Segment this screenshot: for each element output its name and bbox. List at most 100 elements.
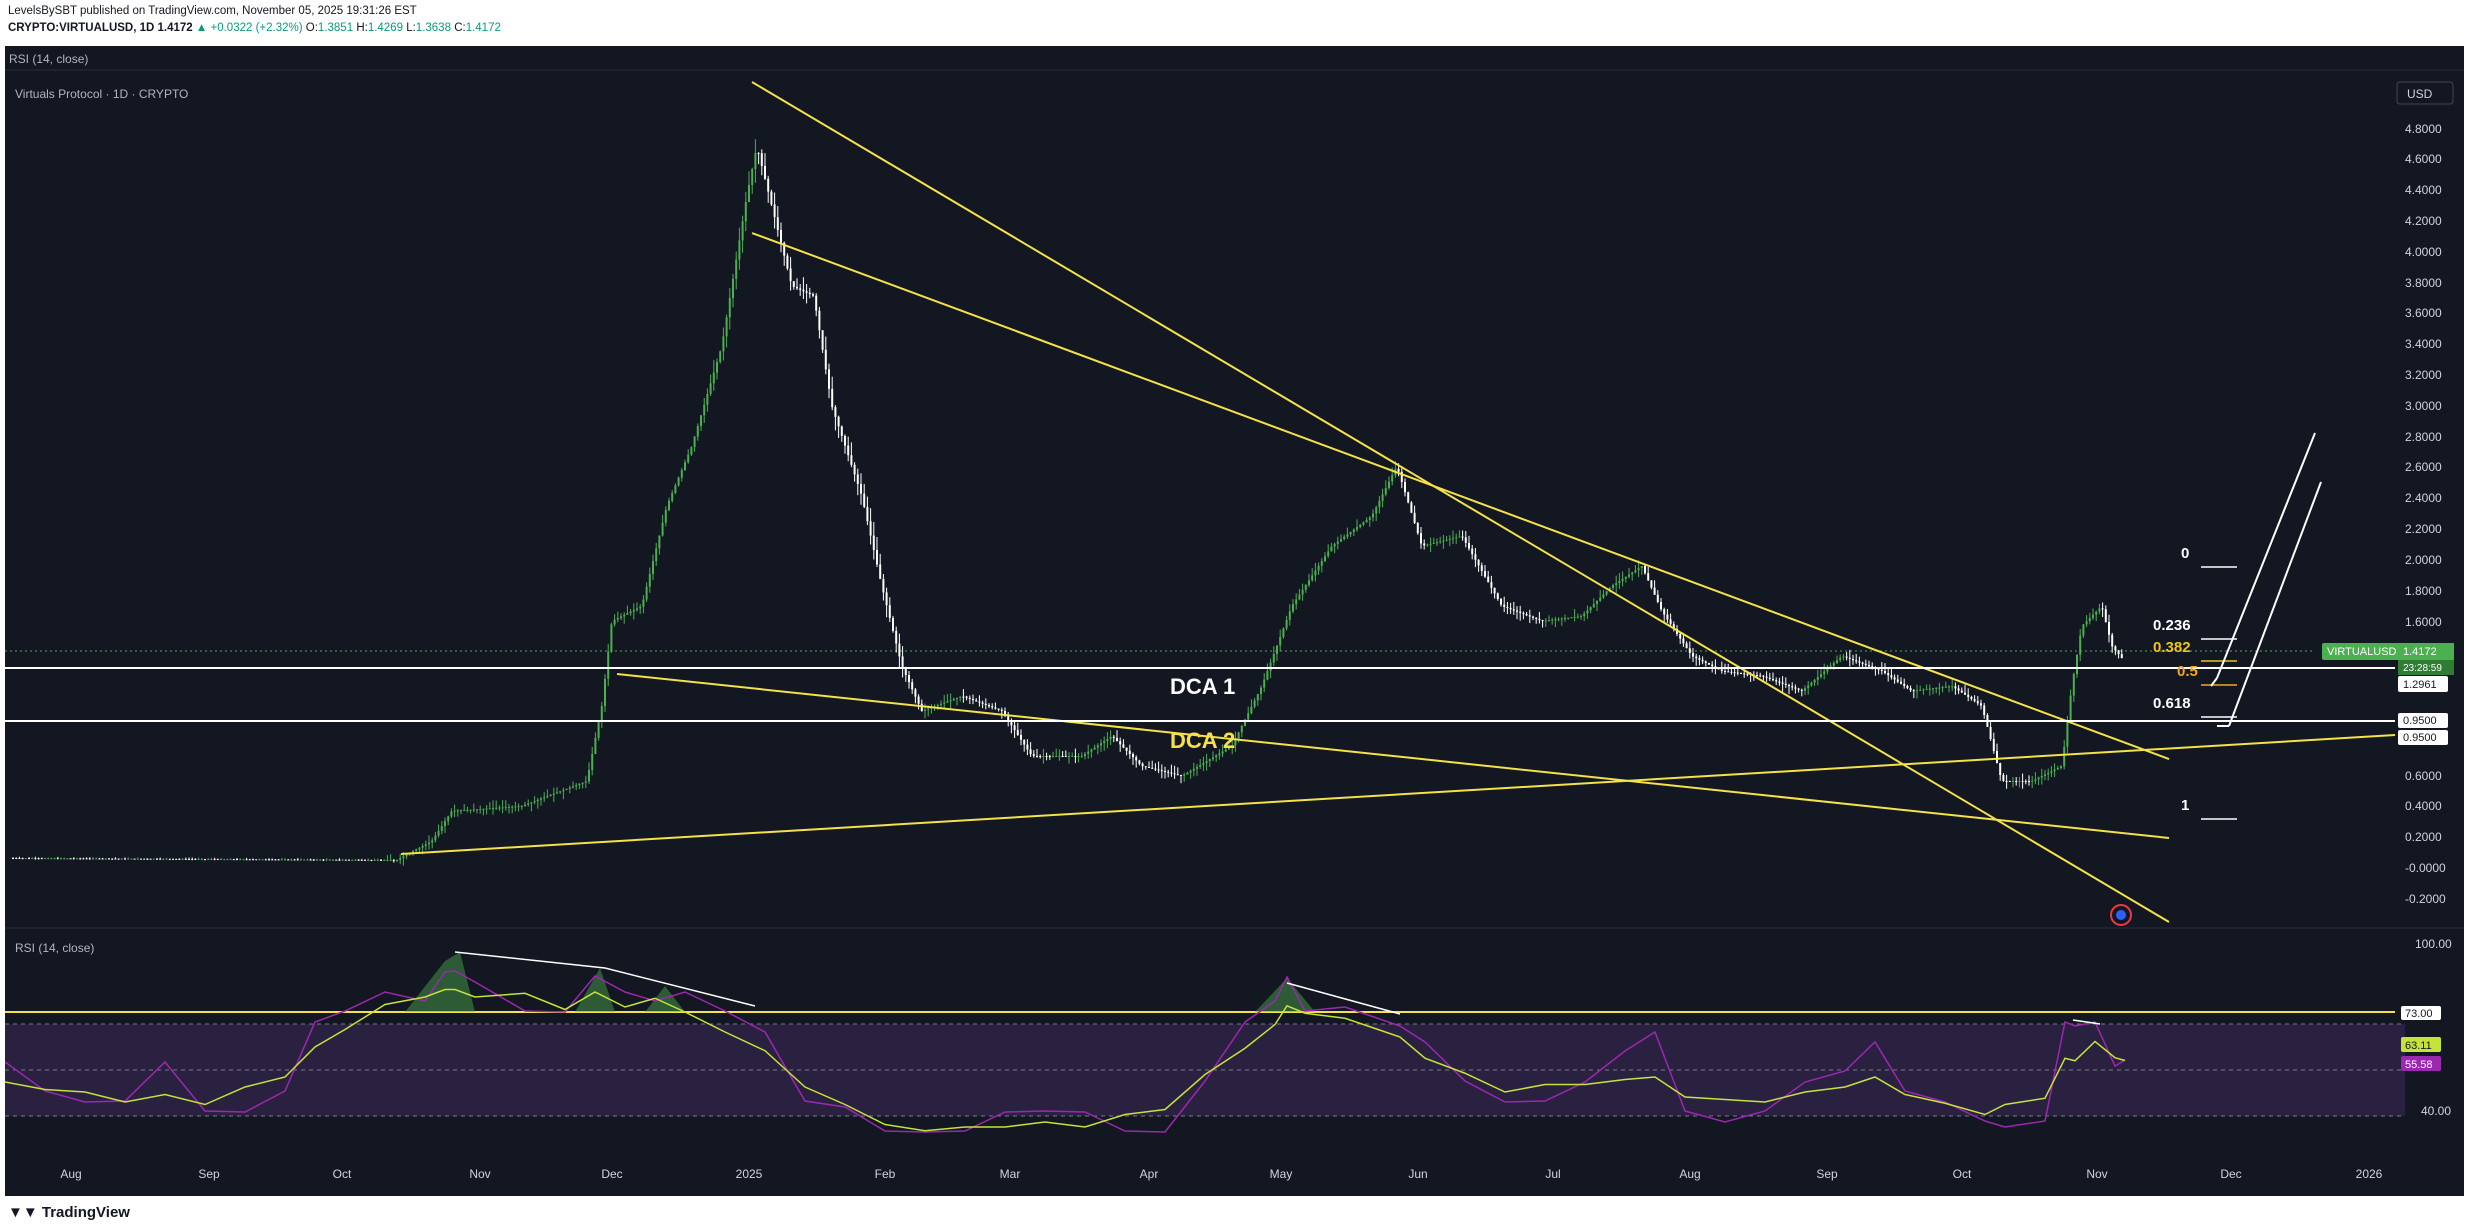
candle-body <box>271 859 274 861</box>
candle-body <box>520 806 523 807</box>
candle-body <box>1660 602 1662 610</box>
candle-body <box>111 858 114 860</box>
candle-body <box>943 702 946 704</box>
candle-body <box>2002 775 2005 781</box>
candle-body <box>117 858 120 860</box>
candle-body <box>172 858 174 860</box>
candle-body <box>415 849 418 852</box>
rsi-divergence-lines <box>454 951 2101 1025</box>
candle-body <box>1144 766 1147 768</box>
candle-body <box>1570 617 1573 619</box>
candle-body <box>335 859 338 861</box>
candle-body <box>642 599 645 607</box>
candle-body <box>1160 770 1163 772</box>
candle-body <box>524 804 526 806</box>
candle-body <box>434 835 437 841</box>
candle-body <box>24 858 27 860</box>
candle-body <box>1448 539 1451 540</box>
candle-body <box>1381 494 1384 501</box>
candle-body <box>1061 756 1064 757</box>
candle-body <box>1080 756 1083 757</box>
candle-body <box>1330 546 1333 552</box>
price-axis-tick: 0.4000 <box>2405 799 2442 813</box>
candle-body <box>322 859 325 861</box>
candle-body <box>1887 673 1890 676</box>
candle-body <box>1247 713 1250 720</box>
candle-body <box>565 788 568 790</box>
candle-body <box>1615 583 1618 586</box>
candle-body <box>319 859 322 861</box>
symbol-tag: VIRTUALUSD <box>2327 646 2397 658</box>
candle-body <box>792 281 795 287</box>
candle-body <box>1624 576 1627 579</box>
candle-body <box>1573 616 1576 618</box>
candle-body <box>1983 705 1986 715</box>
dca2-price-box-a <box>2398 713 2448 728</box>
candle-body <box>136 858 139 860</box>
candle-body <box>376 859 379 861</box>
candle-body <box>1586 610 1589 614</box>
candle-body <box>1964 692 1966 695</box>
candle-body <box>757 153 760 154</box>
candle-body <box>786 255 789 269</box>
candle-body <box>1378 500 1381 508</box>
price-axis-tick: 0.6000 <box>2405 769 2442 783</box>
candle-body <box>1368 517 1371 520</box>
candle-body <box>12 858 14 860</box>
candle-body <box>1253 700 1256 707</box>
candle-body <box>402 856 405 859</box>
candle-body <box>255 859 258 861</box>
candle-body <box>1532 616 1534 618</box>
candle-body <box>309 859 312 861</box>
candle-body <box>1708 663 1710 665</box>
candle-body <box>1653 587 1656 595</box>
candle-body <box>2008 781 2011 782</box>
candle-body <box>1212 757 1214 760</box>
candle-body <box>1976 701 1979 704</box>
candle-body <box>312 859 315 861</box>
fib-level-label: 0.382 <box>2153 639 2191 656</box>
price-axis-tick: 3.6000 <box>2405 306 2442 320</box>
candle-body <box>1218 753 1221 756</box>
candle-body <box>2085 621 2088 625</box>
candle-body <box>1410 502 1413 513</box>
candle-body <box>2060 766 2062 768</box>
candle-body <box>1215 755 1218 758</box>
price-chart[interactable]: RSI (14, close) Virtuals Protocol · 1D ·… <box>4 46 2464 1196</box>
candle-body <box>293 859 296 861</box>
chart-panel[interactable]: RSI (14, close) Virtuals Protocol · 1D ·… <box>4 46 2464 1196</box>
candle-body <box>674 485 677 494</box>
candle-body <box>696 426 699 437</box>
candle-body <box>2079 635 2082 655</box>
time-axis[interactable]: Aug Sep Oct Nov Dec 2025 Feb Mar Apr May Jun Jul Aug… <box>60 1167 2382 1181</box>
candle-body <box>764 166 766 179</box>
candle-body <box>1951 686 1954 688</box>
candle-body <box>1397 468 1400 472</box>
candle-body <box>773 204 776 218</box>
candle-body <box>876 550 878 565</box>
price-axis-tick: 4.8000 <box>2405 122 2442 136</box>
candle-body <box>1583 613 1586 617</box>
candle-body <box>1973 699 1976 702</box>
candle-body <box>540 798 542 800</box>
candle-body <box>1519 611 1522 613</box>
price-axis[interactable]: 4.8000 4.6000 4.4000 4.2000 4.0000 3.8000 3.60… <box>2405 122 2446 906</box>
candle-body <box>34 858 37 860</box>
trendlines <box>400 81 2396 923</box>
candle-body <box>1304 585 1307 590</box>
candle-body <box>1487 576 1490 583</box>
candle-body <box>1912 690 1915 692</box>
candle-body <box>1701 659 1704 662</box>
candle-body <box>1832 663 1835 666</box>
fib-retracement[interactable]: 0 0.236 0.382 0.5 0.618 1 <box>2153 545 2237 820</box>
candle-body <box>1096 745 1099 748</box>
tradingview-logo[interactable]: ▼▼ TradingView <box>8 1204 130 1221</box>
candle-body <box>1772 679 1774 681</box>
candle-body <box>1445 539 1448 541</box>
currency-button[interactable] <box>2396 81 2454 105</box>
candle-body <box>597 722 600 738</box>
candle-body <box>735 259 738 279</box>
candle-body <box>1112 736 1115 738</box>
fib-level-label: 0.236 <box>2153 617 2191 634</box>
symbol-name[interactable]: CRYPTO:VIRTUALUSD, 1D <box>8 22 155 34</box>
